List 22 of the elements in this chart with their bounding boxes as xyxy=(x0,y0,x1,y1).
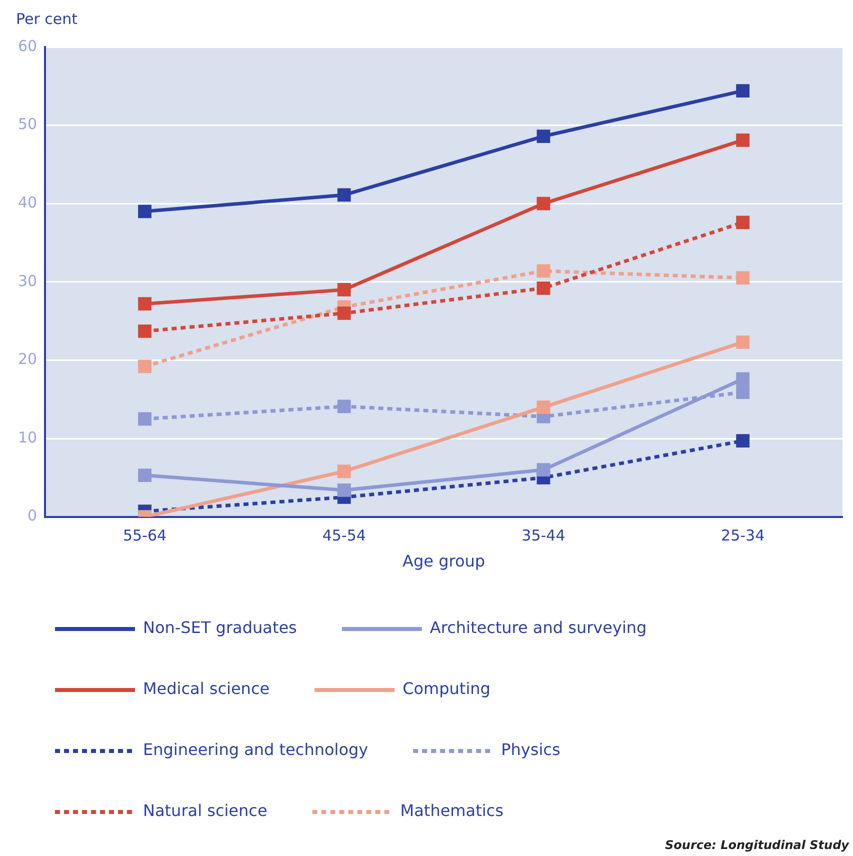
x-tick-label: 25-34 xyxy=(721,526,765,545)
legend-label: Architecture and surveying xyxy=(430,618,647,638)
x-tick-label: 55-64 xyxy=(122,526,167,545)
legend-label: Computing xyxy=(402,679,490,698)
y-tick-label: 40 xyxy=(18,193,38,212)
legend-label: Engineering and technology xyxy=(143,740,368,760)
legend-label: Physics xyxy=(501,740,560,760)
y-tick-label: 10 xyxy=(18,428,38,446)
x-tick-label: 35-44 xyxy=(522,526,566,545)
y-tick-label: 20 xyxy=(18,350,38,368)
x-tick-label: 45-54 xyxy=(322,526,366,545)
y-tick-label: 50 xyxy=(18,115,38,134)
legend-label: Natural science xyxy=(143,801,268,820)
y-tick-label: 30 xyxy=(18,272,38,290)
y-tick-label: 0 xyxy=(28,506,38,525)
legend-label: Mathematics xyxy=(400,801,504,820)
legend-label: Non-SET graduates xyxy=(143,618,297,638)
legend-label: Medical science xyxy=(143,679,270,698)
y-axis-title: Per cent xyxy=(16,10,78,28)
x-axis-title: Age group xyxy=(402,552,486,571)
y-tick-label: 60 xyxy=(18,36,38,55)
source-note: Source: Longitudinal Study xyxy=(665,838,849,852)
